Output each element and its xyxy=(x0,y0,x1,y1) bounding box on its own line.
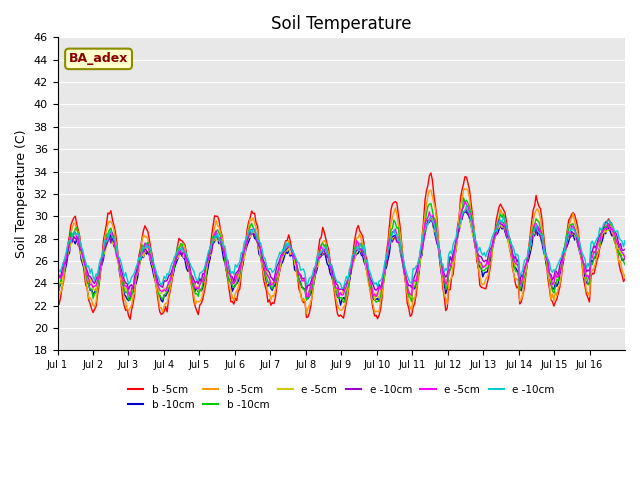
e -5cm xyxy=(460,204,467,210)
e -5cm xyxy=(371,297,378,303)
b -5cm xyxy=(621,276,629,282)
b -5cm xyxy=(460,187,467,193)
e -5cm xyxy=(346,275,353,280)
b -5cm xyxy=(54,302,61,308)
b -5cm xyxy=(461,186,469,192)
e -5cm xyxy=(463,204,470,210)
e -10cm xyxy=(621,238,629,243)
b -10cm xyxy=(73,225,81,231)
e -10cm xyxy=(91,280,99,286)
e -10cm xyxy=(340,288,348,293)
b -5cm xyxy=(545,286,553,292)
b -10cm xyxy=(461,208,469,214)
b -5cm xyxy=(347,266,355,272)
e -5cm xyxy=(461,199,469,204)
e -5cm xyxy=(54,276,61,282)
b -10cm xyxy=(621,254,629,260)
b -10cm xyxy=(54,288,61,294)
e -5cm xyxy=(91,283,99,289)
e -10cm xyxy=(54,279,61,285)
e -10cm xyxy=(338,286,346,291)
b -10cm xyxy=(621,262,629,267)
e -10cm xyxy=(463,207,470,213)
b -10cm xyxy=(620,258,627,264)
Line: b -10cm: b -10cm xyxy=(58,198,625,302)
b -10cm xyxy=(620,259,627,264)
b -5cm xyxy=(126,316,134,322)
Title: Soil Temperature: Soil Temperature xyxy=(271,15,412,33)
e -10cm xyxy=(463,203,470,209)
e -10cm xyxy=(347,262,355,267)
b -5cm xyxy=(91,304,99,310)
b -5cm xyxy=(620,278,627,284)
e -5cm xyxy=(91,287,99,293)
e -10cm xyxy=(545,260,553,265)
e -5cm xyxy=(620,251,627,257)
e -10cm xyxy=(54,268,61,274)
e -10cm xyxy=(460,209,467,215)
e -5cm xyxy=(460,211,467,217)
Line: b -10cm: b -10cm xyxy=(58,211,625,305)
e -5cm xyxy=(620,252,627,258)
e -10cm xyxy=(545,271,553,276)
Line: e -5cm: e -5cm xyxy=(58,202,625,297)
b -10cm xyxy=(460,210,467,216)
b -5cm xyxy=(620,271,627,276)
e -5cm xyxy=(73,235,81,240)
b -5cm xyxy=(347,269,355,275)
e -10cm xyxy=(620,244,627,250)
b -5cm xyxy=(303,311,310,316)
b -10cm xyxy=(73,236,81,241)
b -10cm xyxy=(337,302,344,308)
b -5cm xyxy=(73,228,81,233)
b -10cm xyxy=(347,270,355,276)
e -5cm xyxy=(73,235,81,240)
b -10cm xyxy=(347,269,355,275)
Line: b -5cm: b -5cm xyxy=(58,173,625,319)
b -10cm xyxy=(91,291,99,297)
b -5cm xyxy=(621,274,629,280)
e -5cm xyxy=(54,279,61,285)
b -5cm xyxy=(545,281,553,287)
b -10cm xyxy=(54,288,61,293)
b -10cm xyxy=(460,195,467,201)
b -10cm xyxy=(461,199,469,205)
Text: BA_adex: BA_adex xyxy=(69,52,128,65)
e -5cm xyxy=(304,294,312,300)
e -10cm xyxy=(621,246,629,252)
e -10cm xyxy=(620,247,627,253)
b -10cm xyxy=(545,276,553,282)
b -5cm xyxy=(73,221,81,227)
e -10cm xyxy=(460,209,467,215)
e -5cm xyxy=(545,275,553,280)
b -5cm xyxy=(54,299,61,304)
e -5cm xyxy=(347,266,355,272)
b -10cm xyxy=(340,300,348,305)
Line: e -10cm: e -10cm xyxy=(58,210,625,290)
Line: e -10cm: e -10cm xyxy=(58,206,625,288)
e -5cm xyxy=(621,253,629,259)
Line: e -5cm: e -5cm xyxy=(58,207,625,300)
e -5cm xyxy=(621,256,629,262)
Y-axis label: Soil Temperature (C): Soil Temperature (C) xyxy=(15,130,28,258)
e -10cm xyxy=(73,231,81,237)
Legend: b -5cm, b -10cm, b -5cm, b -10cm, e -5cm, e -10cm, e -5cm, e -10cm: b -5cm, b -10cm, b -5cm, b -10cm, e -5cm… xyxy=(124,381,559,414)
b -5cm xyxy=(91,306,99,312)
e -5cm xyxy=(545,271,553,276)
e -10cm xyxy=(91,277,99,283)
e -10cm xyxy=(73,237,81,242)
b -5cm xyxy=(427,170,435,176)
e -10cm xyxy=(347,270,355,276)
b -5cm xyxy=(461,174,469,180)
Line: b -5cm: b -5cm xyxy=(58,189,625,313)
b -10cm xyxy=(91,289,99,295)
b -10cm xyxy=(545,275,553,280)
